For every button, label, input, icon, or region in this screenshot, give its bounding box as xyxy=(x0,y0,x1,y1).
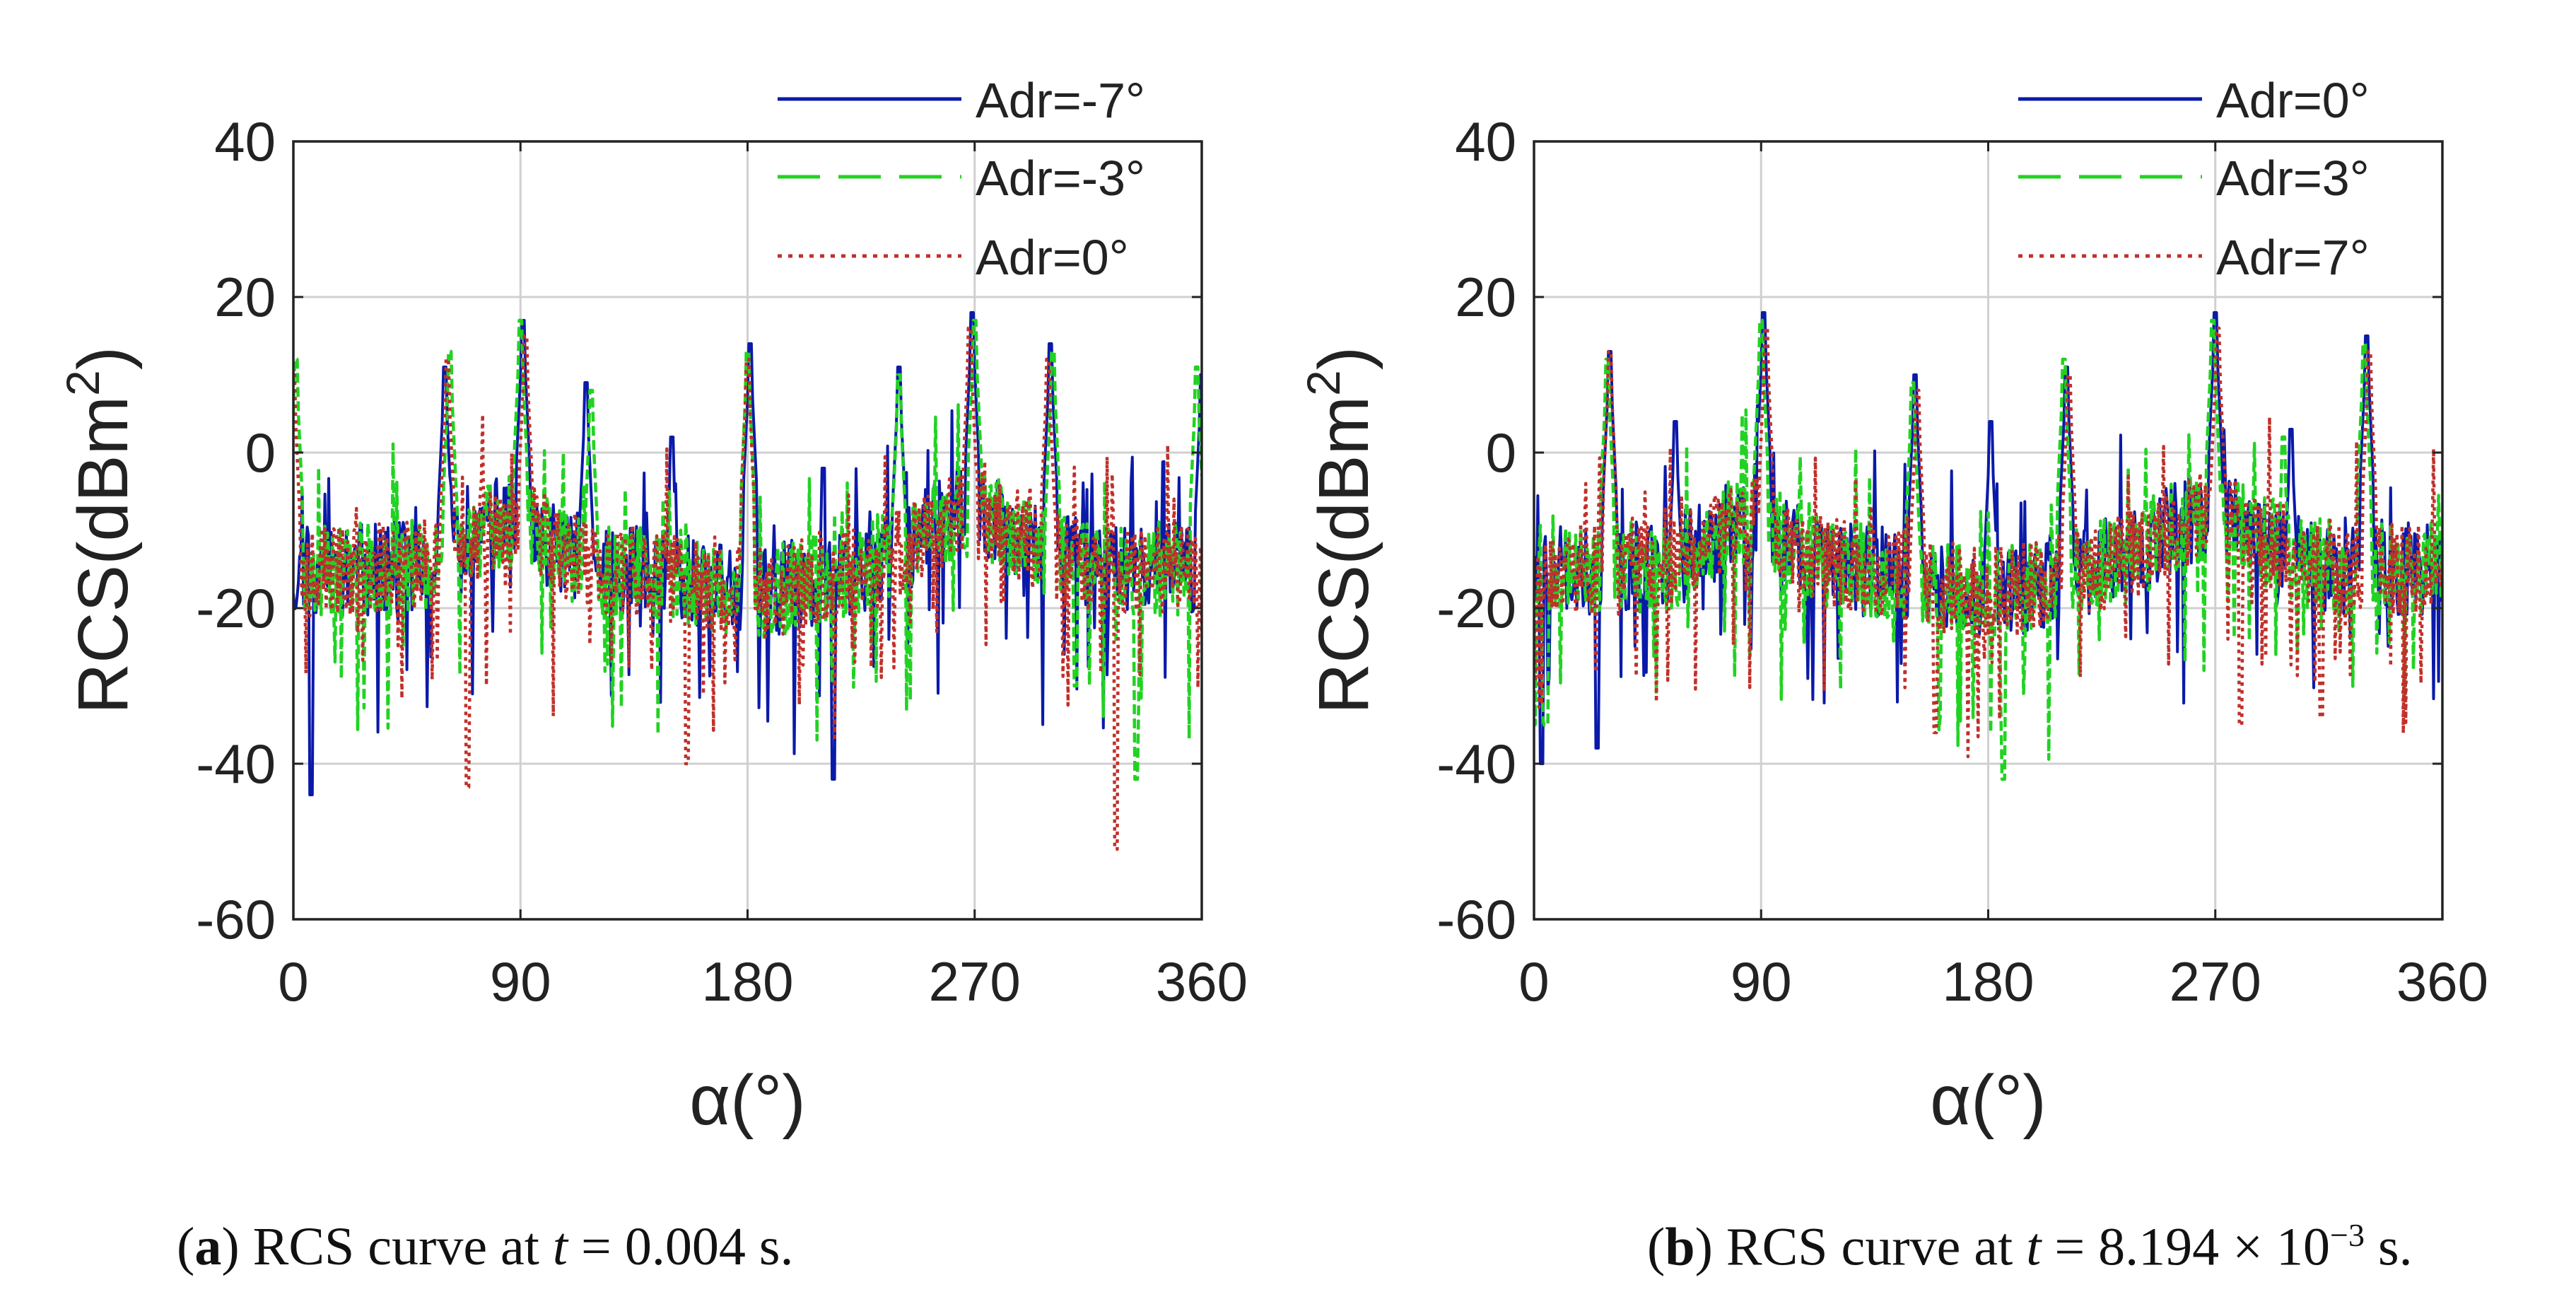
x-tick-label: 360 xyxy=(1156,950,1248,1013)
legend-label-3: Adr=7° xyxy=(2216,230,2370,285)
x-axis-label: α(°) xyxy=(689,1061,805,1140)
chart-panel-a: 0 90 180 270 360 40 20 0 -20 -40 -60 α(°) RCS(dBm2) A… xyxy=(57,73,1248,1140)
y-axis-label: RCS(dBm2) xyxy=(57,347,143,714)
y-tick-label: -20 xyxy=(196,577,276,639)
y-tick-label: -60 xyxy=(1436,888,1516,950)
y-axis-label-close: ) xyxy=(64,347,143,370)
x-axis-label: α(°) xyxy=(1930,1061,2046,1140)
x-tick-label: 270 xyxy=(2170,950,2261,1013)
chart-panel-b: 0 90 180 270 360 40 20 0 -20 -40 -60 α(°) RCS(dBm2) A… xyxy=(1297,73,2488,1140)
x-tick-label: 0 xyxy=(278,950,308,1013)
series-line-1 xyxy=(293,311,1202,796)
x-tick-label: 90 xyxy=(490,950,551,1013)
caption-exponent: −3 xyxy=(2330,1217,2365,1253)
y-axis-label: RCS(dBm2) xyxy=(1297,347,1383,714)
caption-label: a xyxy=(194,1217,222,1276)
y-axis-label-base: RCS(dBm xyxy=(64,396,143,714)
legend-label-2: Adr=3° xyxy=(2216,151,2370,206)
y-tick-label: -60 xyxy=(196,888,276,950)
caption-var: t xyxy=(552,1217,568,1276)
y-axis-label-sup: 2 xyxy=(57,370,109,396)
x-tick-label: 180 xyxy=(701,950,793,1013)
series-line-2 xyxy=(1534,318,2442,781)
legend: Adr=-7° Adr=-3° Adr=0° xyxy=(778,73,1145,285)
y-tick-label: -40 xyxy=(196,733,276,795)
x-tick-label: 0 xyxy=(1518,950,1549,1013)
grid xyxy=(293,141,1202,919)
y-tick-label: 0 xyxy=(1486,421,1516,484)
y-tick-label: -20 xyxy=(1436,577,1516,639)
caption-value: = 8.194 × 10 xyxy=(2041,1217,2331,1277)
y-tick-label: 40 xyxy=(214,110,276,173)
ticks: 0 90 180 270 360 40 20 0 -20 -40 -60 xyxy=(1436,110,2488,1013)
caption-text: RCS curve at xyxy=(252,1217,553,1276)
plot-area xyxy=(1534,311,2442,781)
series-line-2 xyxy=(293,318,1202,781)
legend-label-1: Adr=0° xyxy=(2216,73,2370,128)
y-axis-label-sup: 2 xyxy=(1297,370,1350,396)
x-tick-label: 360 xyxy=(2396,950,2488,1013)
legend-label-1: Adr=-7° xyxy=(976,73,1145,128)
y-tick-label: -40 xyxy=(1436,733,1516,795)
caption-b: (b) RCS curve at t = 8.194 × 10−3 s. xyxy=(1647,1217,2413,1277)
plot-area xyxy=(293,311,1202,851)
legend-label-2: Adr=-3° xyxy=(976,151,1145,206)
legend-label-3: Adr=0° xyxy=(976,230,1129,285)
y-tick-label: 40 xyxy=(1455,110,1516,173)
caption-a: (a) RCS curve at t = 0.004 s. xyxy=(177,1217,794,1276)
y-axis-label-close: ) xyxy=(1304,347,1383,370)
y-axis-label-base: RCS(dBm xyxy=(1304,396,1383,714)
caption-unit: s. xyxy=(2365,1217,2413,1277)
ticks: 0 90 180 270 360 40 20 0 -20 -40 -60 xyxy=(196,110,1248,1013)
x-tick-label: 180 xyxy=(1942,950,2034,1013)
legend: Adr=0° Adr=3° Adr=7° xyxy=(2018,73,2370,285)
series-line-3 xyxy=(1534,326,2442,759)
y-tick-label: 20 xyxy=(1455,266,1516,328)
series-line-3 xyxy=(293,326,1202,851)
caption-label: b xyxy=(1665,1217,1695,1277)
y-tick-label: 20 xyxy=(214,266,276,328)
caption-var: t xyxy=(2026,1217,2042,1277)
x-tick-label: 90 xyxy=(1731,950,1792,1013)
x-tick-label: 270 xyxy=(929,950,1021,1013)
y-tick-label: 0 xyxy=(245,421,276,484)
caption-text: RCS curve at xyxy=(1726,1217,2027,1277)
caption-value: = 0.004 s. xyxy=(568,1217,794,1276)
